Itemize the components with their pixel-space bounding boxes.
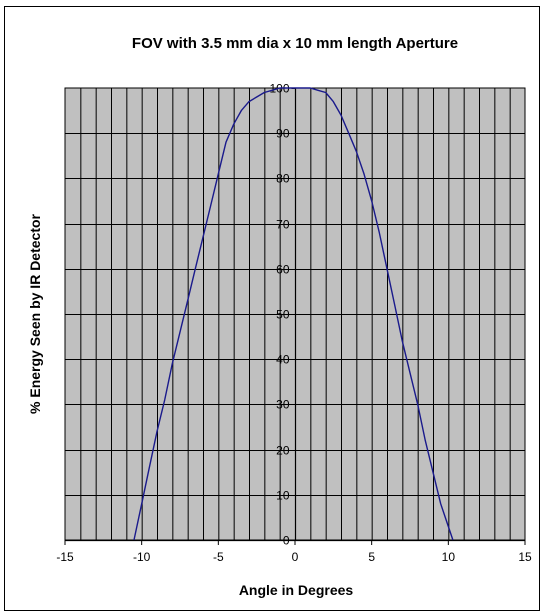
x-tick-label: 15: [518, 550, 532, 564]
x-tick-label: 10: [442, 550, 456, 564]
y-tick-label: 70: [276, 218, 290, 232]
y-tick-label: 10: [276, 489, 290, 503]
y-tick-label: 60: [276, 263, 290, 277]
x-tick-label: 0: [292, 550, 299, 564]
x-axis-label: Angle in Degrees: [239, 582, 354, 598]
x-tick-label: 5: [368, 550, 375, 564]
x-tick-label: -10: [133, 550, 151, 564]
y-tick-label: 30: [276, 398, 290, 412]
series-line: [133, 87, 454, 541]
y-tick-label: 80: [276, 172, 290, 186]
chart-title: FOV with 3.5 mm dia x 10 mm length Apert…: [132, 35, 458, 52]
x-tick-label: -15: [56, 550, 74, 564]
x-tick-label: -5: [213, 550, 224, 564]
y-tick-label: 50: [276, 308, 290, 322]
y-tick-label: 40: [276, 353, 290, 367]
y-tick-label: 90: [276, 127, 290, 141]
y-axis-label: % Energy Seen by IR Detector: [27, 213, 43, 414]
y-tick-label: 20: [276, 444, 290, 458]
top-band: [0, 0, 546, 8]
